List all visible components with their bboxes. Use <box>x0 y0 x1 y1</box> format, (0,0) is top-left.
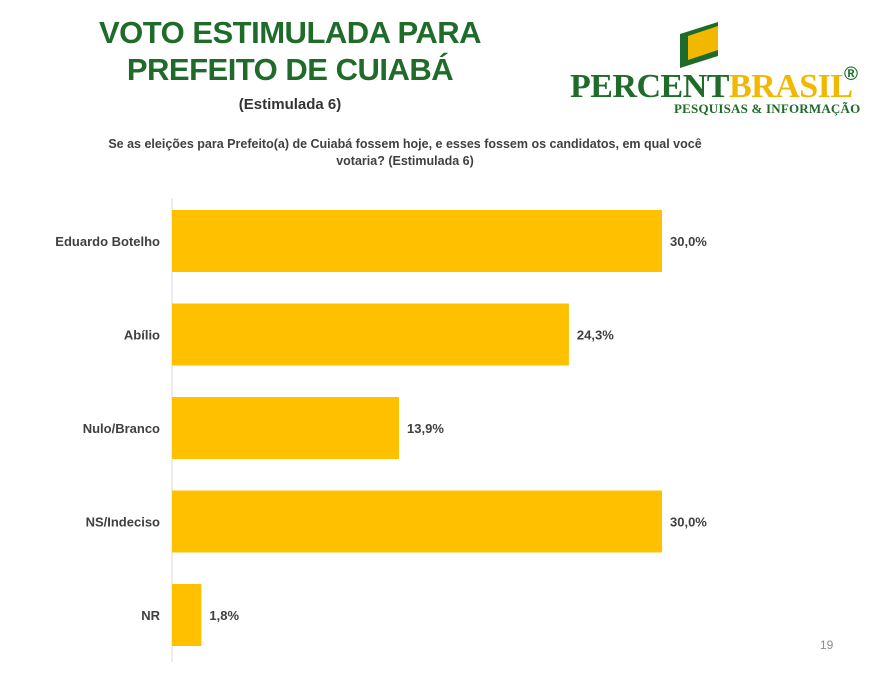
logo-wordmark: PERCENTBRASIL <box>570 68 853 106</box>
data-label-4: 1,8% <box>209 608 239 623</box>
percentbrasil-logo: PERCENTBRASIL ® PESQUISAS & INFORMAÇÃO <box>570 20 870 130</box>
title-line-2: PREFEITO DE CUIABÁ <box>126 52 454 87</box>
data-label-3: 30,0% <box>670 515 707 530</box>
bar-4 <box>172 584 202 646</box>
category-label-0: Eduardo Botelho <box>55 234 160 249</box>
chart-subtitle: (Estimulada 6) <box>238 96 342 113</box>
data-label-2: 13,9% <box>407 421 444 436</box>
data-label-1: 24,3% <box>577 328 614 343</box>
question-line-2: votaria? (Estimulada 6) <box>336 154 474 168</box>
registered-mark: ® <box>844 64 858 85</box>
logo-flag-icon <box>680 22 718 68</box>
logo-word-brasil: BRASIL <box>728 68 853 105</box>
chart-title: VOTO ESTIMULADA PARA PREFEITO DE CUIABÁ <box>60 14 520 88</box>
question-line-1: Se as eleições para Prefeito(a) de Cuiab… <box>108 137 702 151</box>
logo-tagline: PESQUISAS & INFORMAÇÃO <box>674 101 861 116</box>
bar-0 <box>172 210 662 272</box>
data-label-0: 30,0% <box>670 234 707 249</box>
bar-3 <box>172 490 662 553</box>
category-label-4: NR <box>141 608 160 623</box>
bar-1 <box>172 303 569 366</box>
category-label-2: Nulo/Branco <box>83 421 160 436</box>
title-line-1: VOTO ESTIMULADA PARA <box>98 15 482 50</box>
category-label-1: Abílio <box>124 328 160 343</box>
logo-word-percent: PERCENT <box>570 68 729 105</box>
page-number: 19 <box>820 638 834 652</box>
category-label-3: NS/Indeciso <box>86 515 160 530</box>
survey-question: Se as eleições para Prefeito(a) de Cuiab… <box>80 136 730 170</box>
bar-2 <box>172 397 400 459</box>
